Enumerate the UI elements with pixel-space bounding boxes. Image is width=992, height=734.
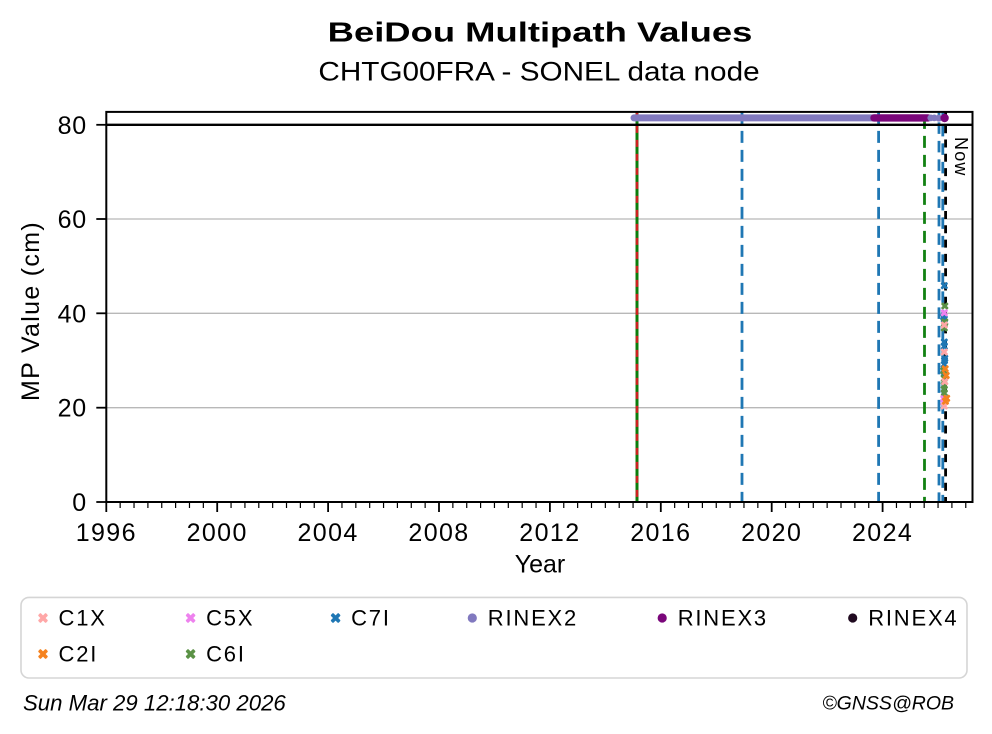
svg-text:Sun Mar 29 12:18:30 2026: Sun Mar 29 12:18:30 2026: [23, 691, 286, 716]
svg-text:BeiDou Multipath Values: BeiDou Multipath Values: [328, 16, 753, 47]
svg-text:C1X: C1X: [59, 606, 107, 631]
svg-text:2012: 2012: [519, 519, 580, 547]
svg-text:40: 40: [58, 300, 87, 328]
svg-text:20: 20: [58, 395, 87, 423]
svg-text:0: 0: [72, 489, 87, 517]
svg-text:C2I: C2I: [59, 642, 99, 667]
svg-text:2008: 2008: [408, 519, 469, 547]
svg-text:RINEX3: RINEX3: [678, 606, 768, 631]
svg-text:2016: 2016: [630, 519, 691, 547]
svg-text:60: 60: [58, 206, 87, 234]
svg-text:2000: 2000: [187, 519, 248, 547]
svg-text:RINEX4: RINEX4: [868, 606, 958, 631]
svg-text:2024: 2024: [852, 519, 913, 547]
svg-text:C7I: C7I: [351, 606, 391, 631]
svg-text:RINEX2: RINEX2: [488, 606, 578, 631]
svg-text:80: 80: [58, 112, 87, 140]
svg-text:1996: 1996: [76, 519, 137, 547]
svg-text:Now: Now: [951, 137, 971, 177]
svg-text:C6I: C6I: [206, 642, 246, 667]
svg-text:C5X: C5X: [206, 606, 254, 631]
svg-text:Year: Year: [515, 551, 566, 579]
svg-text:CHTG00FRA - SONEL data node: CHTG00FRA - SONEL data node: [318, 57, 759, 87]
svg-text:MP Value (cm): MP Value (cm): [17, 221, 45, 401]
svg-text:2020: 2020: [741, 519, 802, 547]
svg-text:2004: 2004: [297, 519, 358, 547]
svg-text:©GNSS@ROB: ©GNSS@ROB: [822, 693, 954, 715]
